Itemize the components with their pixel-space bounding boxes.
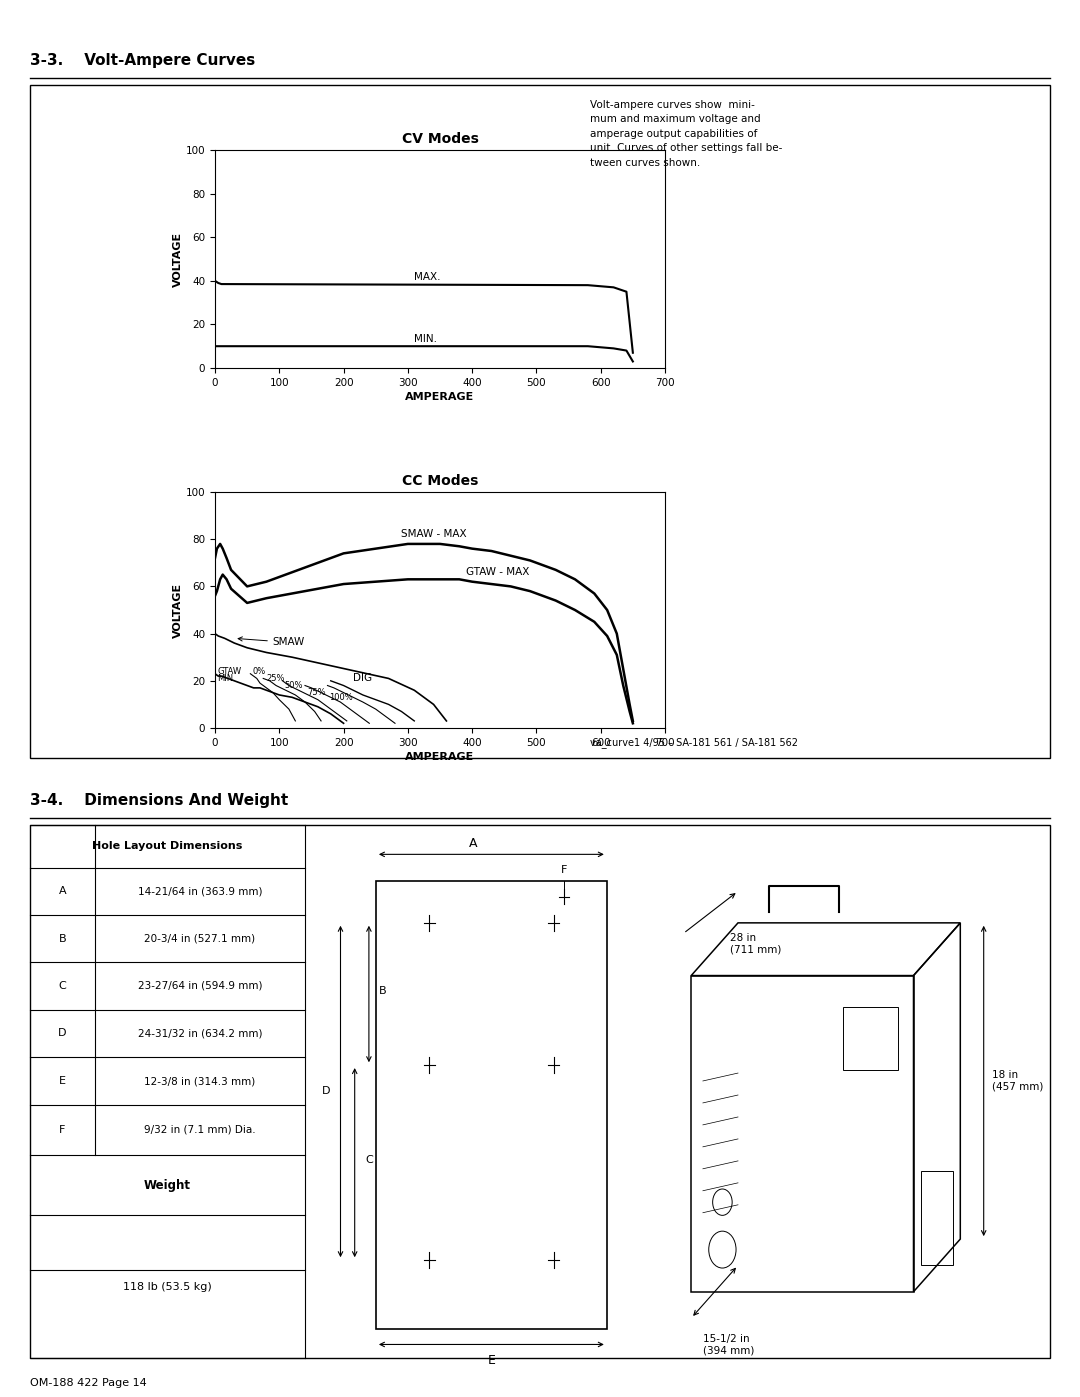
Text: 20-3/4 in (527.1 mm): 20-3/4 in (527.1 mm): [145, 933, 256, 943]
Text: A: A: [58, 887, 66, 897]
Text: 12-3/8 in (314.3 mm): 12-3/8 in (314.3 mm): [145, 1076, 256, 1085]
Text: Volt-ampere curves show  mini-
mum and maximum voltage and
amperage output capab: Volt-ampere curves show mini- mum and ma…: [590, 101, 782, 168]
Text: Hole Layout Dimensions: Hole Layout Dimensions: [92, 841, 243, 852]
Text: A: A: [470, 837, 477, 851]
Text: 3-3.    Volt-Ampere Curves: 3-3. Volt-Ampere Curves: [30, 53, 255, 68]
Text: 3-4.    Dimensions And Weight: 3-4. Dimensions And Weight: [30, 793, 288, 807]
Y-axis label: VOLTAGE: VOLTAGE: [173, 583, 183, 637]
Bar: [921, 1171, 953, 1266]
Text: GTAW: GTAW: [217, 666, 242, 676]
Text: C: C: [58, 981, 66, 990]
Text: D: D: [322, 1087, 330, 1097]
Title: CV Modes: CV Modes: [402, 133, 478, 147]
Text: C: C: [365, 1155, 373, 1165]
Text: 14-21/64 in (363.9 mm): 14-21/64 in (363.9 mm): [138, 887, 262, 897]
Bar: [843, 1007, 897, 1070]
Text: SMAW: SMAW: [238, 637, 306, 647]
Text: 25%: 25%: [267, 673, 285, 683]
Y-axis label: VOLTAGE: VOLTAGE: [173, 232, 183, 286]
Text: DIG: DIG: [353, 673, 373, 683]
Text: 0%: 0%: [253, 666, 266, 676]
Text: MAX.: MAX.: [415, 271, 441, 282]
Text: SMAW - MAX: SMAW - MAX: [402, 529, 467, 539]
Text: MIN.: MIN.: [415, 334, 437, 344]
Text: MIN: MIN: [217, 673, 233, 683]
Text: OM-188 422 Page 14: OM-188 422 Page 14: [30, 1377, 147, 1389]
Text: 24-31/32 in (634.2 mm): 24-31/32 in (634.2 mm): [138, 1028, 262, 1038]
X-axis label: AMPERAGE: AMPERAGE: [405, 752, 474, 761]
Text: B: B: [58, 933, 66, 943]
Bar: [376, 880, 607, 1329]
Text: GTAW - MAX: GTAW - MAX: [465, 567, 529, 577]
Text: F: F: [561, 865, 567, 875]
Text: 50%: 50%: [284, 680, 302, 690]
Text: 118 lb (53.5 kg): 118 lb (53.5 kg): [123, 1281, 212, 1291]
Text: Weight: Weight: [144, 1179, 191, 1192]
Text: 9/32 in (7.1 mm) Dia.: 9/32 in (7.1 mm) Dia.: [145, 1125, 256, 1134]
Text: F: F: [59, 1125, 66, 1134]
Text: 28 in
(711 mm): 28 in (711 mm): [730, 933, 782, 956]
Text: 23-27/64 in (594.9 mm): 23-27/64 in (594.9 mm): [138, 981, 262, 990]
Text: 75%: 75%: [307, 689, 325, 697]
Text: va_curve1 4/95 – SA-181 561 / SA-181 562: va_curve1 4/95 – SA-181 561 / SA-181 562: [590, 738, 798, 747]
X-axis label: AMPERAGE: AMPERAGE: [405, 393, 474, 402]
Text: E: E: [59, 1076, 66, 1085]
Text: B: B: [379, 986, 387, 996]
Text: 100%: 100%: [329, 693, 353, 701]
Text: 18 in
(457 mm): 18 in (457 mm): [991, 1070, 1043, 1092]
Text: E: E: [487, 1354, 496, 1366]
Text: D: D: [58, 1028, 67, 1038]
Title: CC Modes: CC Modes: [402, 474, 478, 488]
Text: 15-1/2 in
(394 mm): 15-1/2 in (394 mm): [703, 1334, 754, 1355]
